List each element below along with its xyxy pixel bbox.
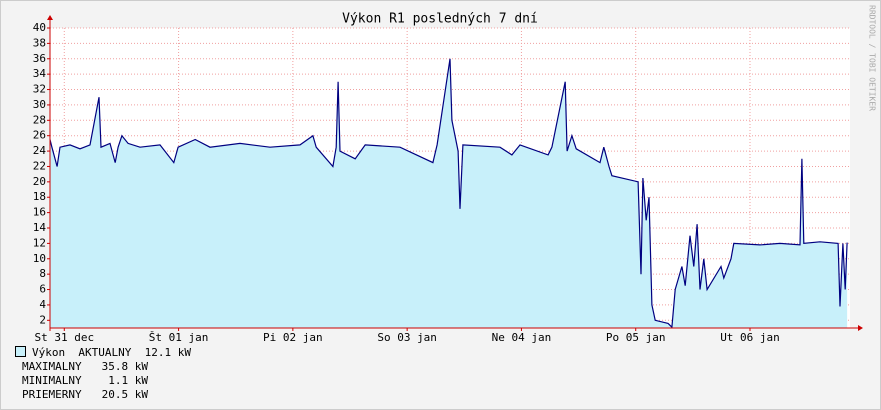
y-tick-label: 22: [33, 159, 46, 172]
y-tick-label: 12: [33, 236, 46, 249]
y-tick-label: 14: [33, 221, 47, 234]
stat-value: 1.1 kW: [108, 374, 148, 387]
area: [50, 58, 848, 329]
y-tick-label: 18: [33, 190, 46, 203]
stat-row: MAXIMALNY 35.8 kW: [0, 360, 400, 374]
legend: Výkon AKTUALNY 12.1 kW MAXIMALNY 35.8 kW M…: [0, 346, 400, 402]
y-tick-label: 40: [33, 21, 46, 34]
legend-row: Výkon AKTUALNY 12.1 kW: [0, 346, 400, 360]
y-tick-label: 28: [33, 113, 46, 126]
legend-value: 12.1 kW: [144, 346, 191, 359]
legend-swatch: [15, 346, 26, 357]
stat-label: MINIMALNY: [22, 374, 82, 387]
y-tick-label: 26: [33, 129, 46, 142]
y-tick-label: 38: [33, 36, 46, 49]
x-tick-label: Št 01 jan: [149, 331, 209, 344]
side-text: RRDTOOL / TOBI OETIKER: [868, 5, 877, 111]
legend-label: AKTUALNY: [78, 346, 132, 359]
y-tick-label: 36: [33, 52, 46, 65]
chart-title: Výkon R1 posledných 7 dní: [342, 12, 538, 27]
x-tick-label: Ne 04 jan: [492, 331, 552, 344]
axis-arrow: [47, 15, 53, 20]
y-tick-label: 6: [39, 283, 46, 296]
x-tick-label: So 03 jan: [377, 331, 437, 344]
stat-row: PRIEMERNY 20.5 kW: [0, 388, 400, 402]
y-tick-label: 4: [39, 298, 46, 311]
axis-arrow: [858, 325, 863, 331]
y-tick-label: 2: [39, 313, 46, 326]
stat-value: 35.8 kW: [101, 360, 148, 373]
y-tick-label: 8: [39, 267, 46, 280]
stat-row: MINIMALNY 1.1 kW: [0, 374, 400, 388]
stat-value: 20.5 kW: [101, 388, 148, 401]
y-tick-label: 24: [33, 144, 47, 157]
line: [49, 58, 848, 329]
y-tick-label: 20: [33, 175, 46, 188]
y-tick-label: 16: [33, 206, 46, 219]
x-tick-label: Ut 06 jan: [720, 331, 780, 344]
x-tick-label: Po 05 jan: [606, 331, 666, 344]
y-tick-label: 10: [33, 252, 46, 265]
y-tick-label: 32: [33, 83, 46, 96]
stats: MAXIMALNY 35.8 kW MINIMALNY 1.1 kW PRIEMERNY…: [0, 360, 400, 402]
y-tick-label: 34: [33, 67, 47, 80]
stat-label: PRIEMERNY: [22, 388, 82, 401]
legend-entry: Výkon: [32, 346, 66, 359]
stat-label: MAXIMALNY: [22, 360, 82, 373]
x-tick-label: St 31 dec: [34, 331, 94, 344]
y-tick-label: 30: [33, 98, 46, 111]
x-tick-label: Pi 02 jan: [263, 331, 323, 344]
